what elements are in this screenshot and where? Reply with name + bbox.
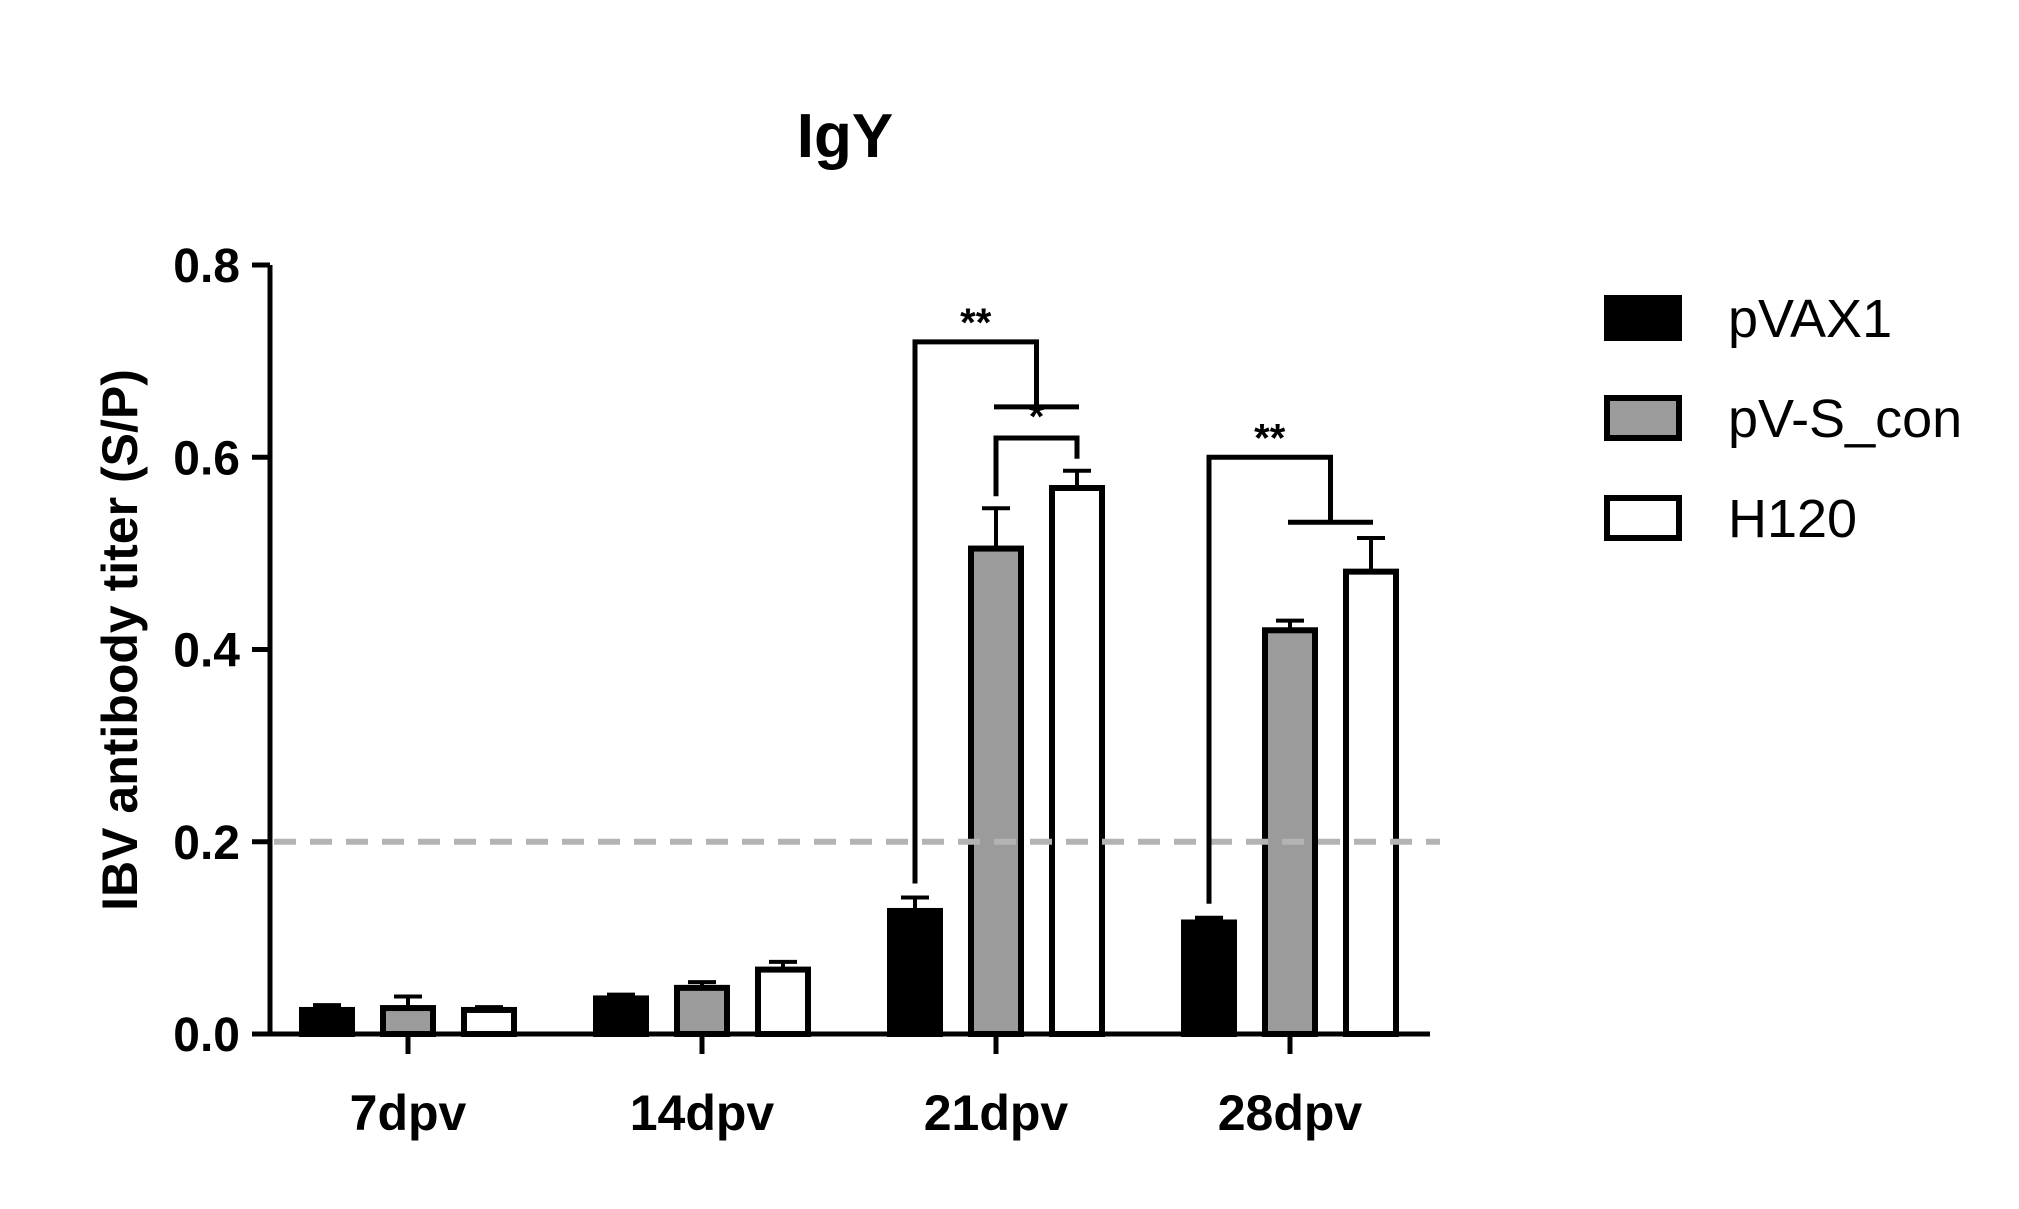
bar-pVAX1-21dpv [887, 907, 943, 1038]
bar-pVAX1-14dpv [593, 995, 649, 1038]
x-tick-label: 28dpv [1218, 1085, 1363, 1141]
bar-H120-14dpv [755, 966, 811, 1037]
bar-pVAX1-28dpv [1181, 919, 1237, 1037]
chart-title: IgY [797, 102, 893, 171]
legend: pVAX1 pV-S_con H120 [1604, 289, 1962, 549]
x-tick-label: 7dpv [350, 1085, 467, 1141]
bar-pVAX1-7dpv [299, 1006, 355, 1037]
y-tick-label: 0.4 [173, 625, 240, 678]
significance-label: * [1029, 395, 1045, 439]
significance-bracket [993, 435, 1080, 497]
significance-label: ** [1254, 416, 1286, 460]
x-tick-label: 21dpv [924, 1085, 1069, 1141]
legend-swatch-pV-S_con [1604, 395, 1682, 441]
legend-swatch-pVAX1 [1604, 295, 1682, 341]
bar-H120-21dpv [1049, 485, 1105, 1037]
y-tick-label: 0.0 [173, 1009, 240, 1062]
significance-bracket [912, 339, 1039, 884]
y-tick-label: 0.8 [173, 240, 240, 293]
legend-label-H120: H120 [1728, 489, 1857, 549]
bar-pV-S_con-7dpv [380, 1005, 436, 1038]
bar-H120-7dpv [461, 1006, 517, 1037]
legend-label-pV-S_con: pV-S_con [1728, 389, 1962, 449]
legend-label-pVAX1: pVAX1 [1728, 289, 1892, 349]
significance-bracket [1206, 454, 1333, 904]
legend-swatch-H120 [1604, 495, 1682, 541]
significance-label: ** [960, 301, 992, 345]
bar-pV-S_con-28dpv [1262, 627, 1318, 1038]
y-tick-label: 0.6 [173, 432, 240, 485]
y-axis-label: IBV antibody titer (S/P) [92, 369, 148, 911]
x-tick-label: 14dpv [630, 1085, 775, 1141]
y-tick-label: 0.2 [173, 817, 240, 870]
bar-H120-28dpv [1343, 568, 1399, 1037]
bar-pV-S_con-21dpv [968, 545, 1024, 1037]
bar-pV-S_con-14dpv [674, 984, 730, 1037]
